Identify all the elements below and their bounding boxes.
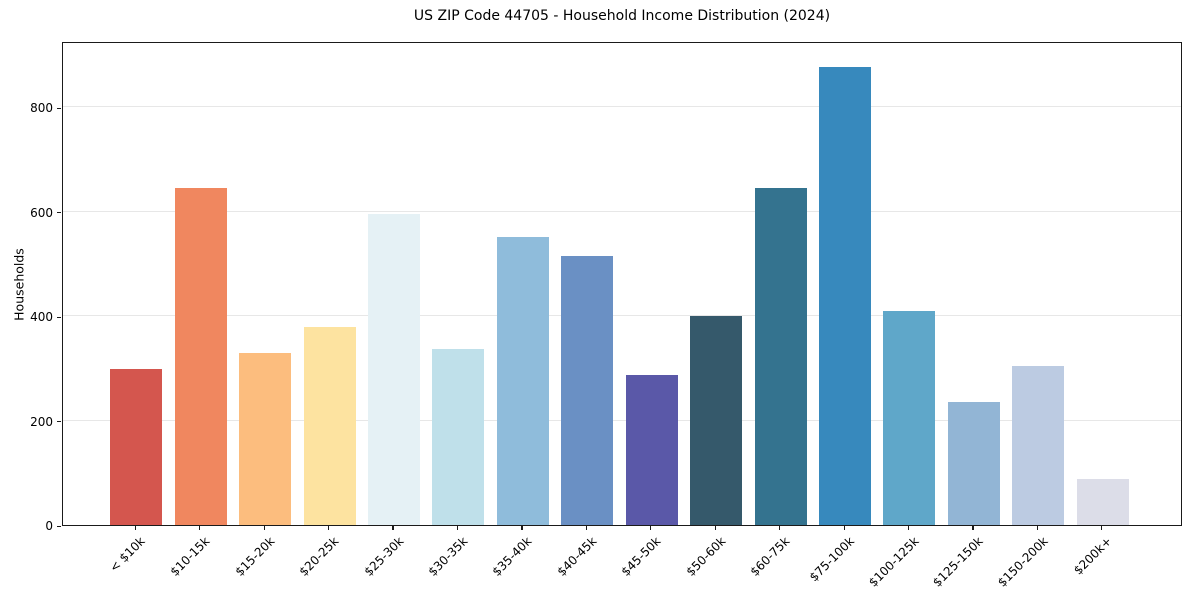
x-tick-label: $40-45k bbox=[554, 534, 600, 579]
bar-$75-100k bbox=[819, 66, 872, 525]
bar-< $10k bbox=[110, 369, 163, 525]
x-tick-label: $30-35k bbox=[425, 534, 471, 579]
bar-$30-35k bbox=[432, 348, 485, 525]
gridline bbox=[63, 315, 1181, 317]
bar-$35-40k bbox=[496, 237, 549, 525]
x-tick-label: $45-50k bbox=[618, 534, 664, 579]
gridline bbox=[63, 419, 1181, 421]
bar-$50-60k bbox=[690, 316, 743, 525]
x-tick-label: $15-20k bbox=[232, 534, 277, 579]
x-tick-mark bbox=[907, 526, 910, 530]
bar-$200k+ bbox=[1076, 479, 1129, 525]
y-tick-label: 400 bbox=[30, 310, 53, 325]
chart-title: US ZIP Code 44705 - Household Income Dis… bbox=[413, 8, 831, 24]
x-tick-mark bbox=[714, 526, 716, 530]
y-tick-label: 200 bbox=[30, 414, 53, 429]
x-tick-mark bbox=[779, 526, 781, 530]
x-tick-label: $50-60k bbox=[683, 534, 729, 579]
x-tick-label: $25-30k bbox=[361, 534, 406, 579]
bar-$20-25k bbox=[303, 326, 356, 525]
x-tick-label: $60-75k bbox=[747, 534, 793, 579]
x-tick-label: $75-100k bbox=[806, 534, 857, 585]
x-tick-label: $150-200k bbox=[994, 534, 1051, 590]
y-tick-mark bbox=[57, 525, 61, 527]
x-tick-mark bbox=[392, 526, 394, 530]
bar-$150-200k bbox=[1012, 365, 1065, 525]
x-tick-mark bbox=[1036, 526, 1039, 530]
x-tick-mark bbox=[585, 526, 587, 530]
bar-$45-50k bbox=[625, 375, 678, 525]
y-tick-label: 600 bbox=[30, 205, 53, 220]
y-tick-mark bbox=[57, 316, 61, 318]
x-tick-mark bbox=[456, 526, 459, 530]
bar-$25-30k bbox=[367, 214, 420, 525]
bar-$15-20k bbox=[239, 352, 292, 525]
x-tick-mark bbox=[263, 526, 265, 530]
x-tick-mark bbox=[134, 526, 136, 530]
y-tick-mark bbox=[57, 421, 61, 423]
x-tick-mark bbox=[1101, 526, 1103, 530]
x-tick-mark bbox=[843, 526, 845, 530]
plot-area bbox=[62, 42, 1182, 526]
y-tick-mark bbox=[57, 212, 61, 214]
gridline bbox=[63, 106, 1181, 108]
bar-$100-125k bbox=[883, 310, 936, 525]
x-tick-mark bbox=[650, 526, 652, 530]
y-tick-label: 0 bbox=[45, 519, 53, 533]
x-tick-label: $100-125k bbox=[865, 534, 922, 590]
x-tick-mark bbox=[521, 526, 523, 530]
x-tick-label: $200k+ bbox=[1071, 534, 1115, 578]
x-tick-label: $20-25k bbox=[296, 534, 342, 579]
bar-$125-150k bbox=[947, 402, 1000, 525]
x-tick-mark bbox=[328, 526, 330, 530]
bar-$60-75k bbox=[754, 188, 807, 525]
x-tick-label: $125-150k bbox=[930, 534, 986, 590]
x-tick-label: < $10k bbox=[107, 534, 149, 575]
x-tick-mark bbox=[972, 526, 974, 530]
x-tick-label: $35-40k bbox=[489, 534, 535, 579]
y-tick-label: 800 bbox=[30, 101, 53, 116]
bar-$40-45k bbox=[561, 256, 614, 525]
gridline bbox=[63, 210, 1181, 212]
x-tick-mark bbox=[199, 526, 201, 530]
x-tick-label: $10-15k bbox=[167, 534, 213, 579]
bar-$10-15k bbox=[174, 188, 227, 525]
y-tick-mark bbox=[57, 107, 61, 109]
